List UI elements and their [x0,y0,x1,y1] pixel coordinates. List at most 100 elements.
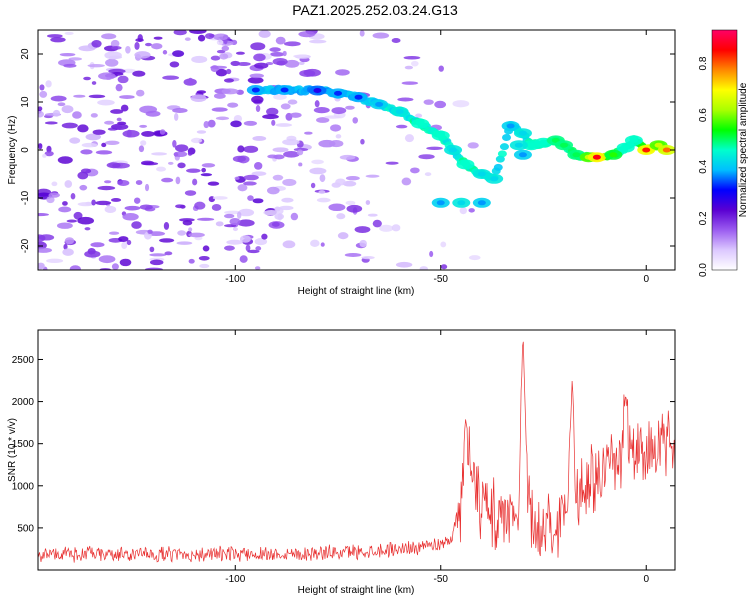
spectrogram-cell [263,210,280,216]
spectrogram-cell [262,114,279,120]
spectrogram-cell [251,171,267,176]
snr-plot-area [38,330,675,570]
spectrogram-cell [229,217,241,226]
spectrogram-cell [184,37,191,41]
spectrogram-cell [267,154,278,159]
spectrogram-cell [91,81,97,85]
spectrogram-x-label: Height of straight line (km) [298,286,415,297]
spectrogram-cell [335,178,346,186]
spectrogram-cell [69,265,81,270]
spectrogram-cell [354,226,371,233]
spectrogram-x-tick-label: -50 [434,274,449,285]
spectrogram-cell [434,100,447,109]
spectrogram-cell [175,144,189,152]
spectrogram-cell [119,258,132,267]
spectrogram-cell [254,162,263,170]
spectrogram-cell [367,213,378,217]
spectrogram-cell [88,94,106,99]
spectrogram-cell [135,89,145,97]
spectrogram-cell [95,200,112,206]
spectrogram-cell [280,103,291,110]
spectrogram-cell [204,33,215,39]
spectrogram-cell [249,73,264,79]
spectrogram-cell [243,145,259,153]
spectrogram-cell [144,183,150,192]
spectrogram-y-tick-label: 20 [20,48,31,60]
spectrogram-cell [560,142,569,148]
spectrogram-cell [299,69,316,77]
spectrogram-cell [642,147,651,153]
spectrogram-cell [39,90,48,98]
spectrogram-cell [236,62,251,67]
spectrogram-cell [121,241,128,249]
spectrogram-cell [224,210,242,215]
spectrogram-cell [395,109,404,115]
spectrogram-cell [182,220,193,226]
spectrogram-cell [284,59,300,68]
spectrogram-cell [134,41,140,50]
spectrogram-cell [360,138,365,145]
spectrogram-cell [309,167,327,175]
spectrogram-cell [359,239,367,248]
spectrogram-cell [270,51,285,57]
snr-y-tick-label: 1000 [12,481,35,492]
spectrogram-cell [212,196,228,200]
snr-series-line [38,341,675,563]
spectrogram-cell [662,147,671,153]
spectrogram-cell [161,177,174,183]
spectrogram-cell [459,207,467,215]
spectrogram-cell [38,110,44,118]
spectrogram-cell [404,65,414,70]
spectrogram-cell [87,63,105,68]
spectrogram-cell [162,75,180,80]
spectrogram-cell [311,159,324,165]
spectrogram-cell [345,176,360,181]
spectrogram-cell [38,241,47,250]
spectrogram-cell [38,247,53,253]
snr-panel: -100 -50 0 500 1000 1500 2000 2500 Height of s… [7,329,676,596]
spectrogram-cell [298,61,305,65]
spectrogram-cell [141,130,155,137]
spectrogram-cell [314,100,320,108]
spectrogram-cell [126,239,132,246]
spectrogram-cell [290,212,299,221]
spectrogram-cell [191,55,208,64]
spectrogram-cell [134,197,141,204]
spectrogram-cell [111,46,122,50]
spectrogram-cell [490,176,499,182]
spectrogram-cell [221,88,239,95]
spectrogram-cell [335,69,350,76]
spectrogram-y-tick-label: 10 [20,96,31,108]
spectrogram-cell [131,221,142,229]
spectrogram-cell [50,37,66,43]
spectrogram-cell [335,134,342,139]
colorbar-tick-label: 0.4 [698,159,709,173]
spectrogram-cell [153,36,163,40]
spectrogram-cell [64,180,73,188]
spectrogram-cell [187,77,194,86]
spectrogram-cell [216,49,226,54]
spectrogram-cell [66,219,78,223]
spectrogram-cell [110,109,124,114]
snr-x-ticks: -100 -50 0 [225,330,649,585]
spectrogram-cell [499,143,509,151]
spectrogram-cell [177,162,186,169]
spectrogram-cell [188,227,193,232]
spectrogram-cell [287,99,298,105]
spectrogram-cell [141,160,155,166]
spectrogram-cell [296,149,304,156]
spectrogram-cell [419,266,428,270]
colorbar-label: Normalized spectral amplitude [738,82,749,217]
spectrogram-cell [345,105,355,110]
spectrogram-cell [79,184,88,191]
spectrogram-cell [239,235,252,243]
spectrogram-cell [120,104,129,112]
spectrogram-cell [115,83,123,92]
spectrogram-cell [243,181,257,186]
spectrogram-cell [352,117,359,124]
spectrogram-cell [224,245,235,251]
spectrogram-cell [51,181,58,187]
spectrogram-cell [104,205,117,214]
spectrogram-cell [149,253,167,257]
spectrogram-cell [293,54,309,58]
